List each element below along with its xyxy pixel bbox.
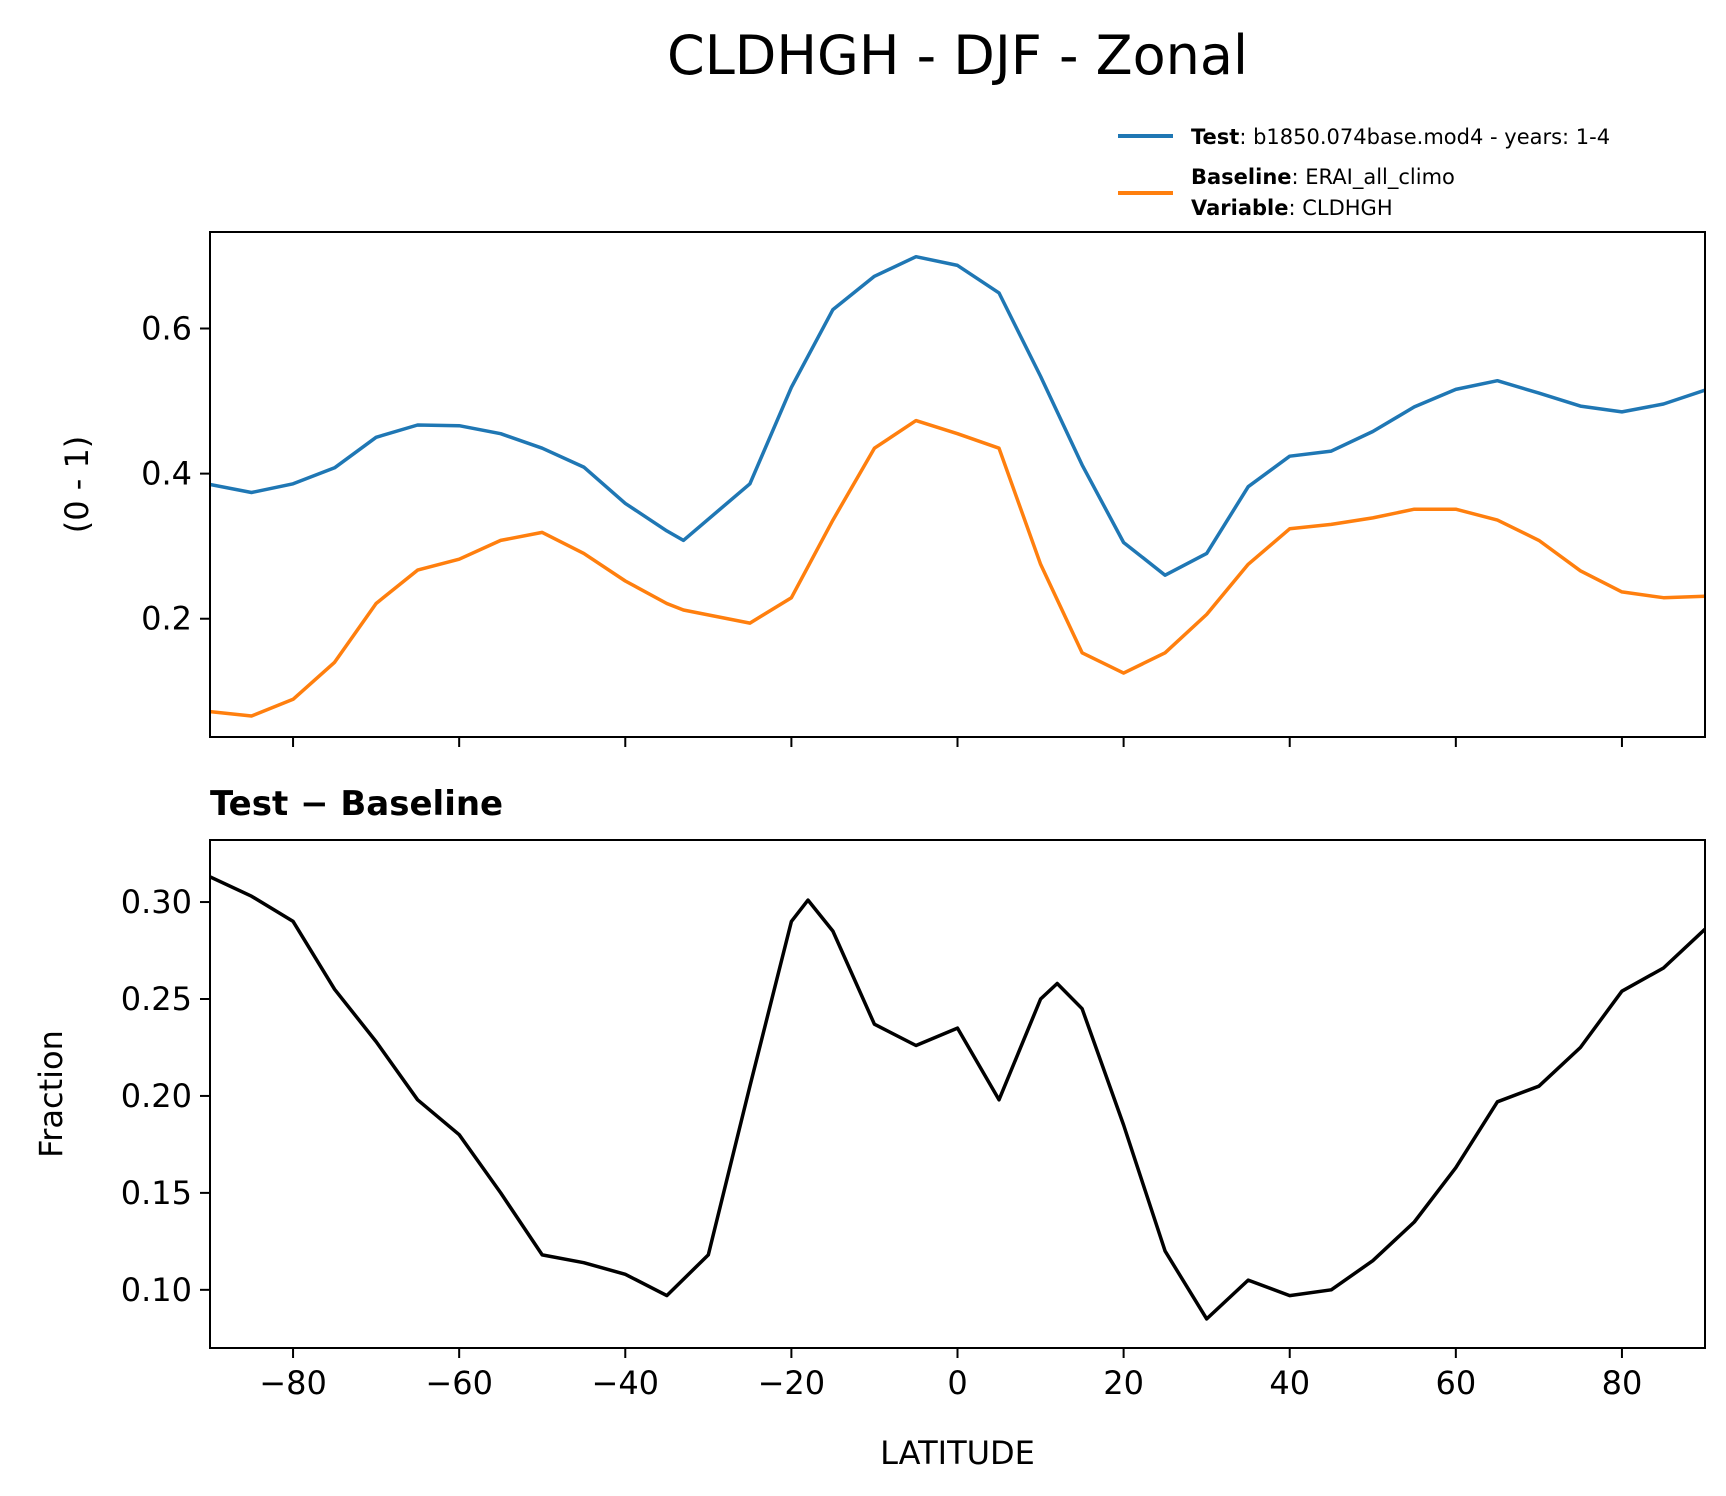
y-tick-label: 0.2	[141, 600, 192, 638]
axes-frame	[209, 839, 1706, 1349]
y-tick-label: 0.15	[121, 1174, 192, 1212]
y-tick-label: 0.20	[121, 1077, 192, 1115]
legend-note: Variable: CLDHGH	[1191, 196, 1393, 220]
legend-entry: Test: b1850.074base.mod4 - years: 1-4	[1191, 125, 1610, 149]
series-line	[210, 254, 1705, 577]
x-tick-label: −60	[425, 1364, 493, 1402]
y-axis-label: (0 - 1)	[58, 436, 96, 534]
x-tick-label: 0	[947, 1364, 967, 1402]
x-tick-label: 20	[1103, 1364, 1144, 1402]
y-tick-label: 0.25	[121, 980, 192, 1018]
axes-frame	[209, 231, 1706, 738]
chart-title: CLDHGH - DJF - Zonal	[667, 24, 1248, 87]
y-tick-label: 0.4	[141, 455, 192, 493]
y-axis-label: Fraction	[32, 1030, 70, 1158]
legend-entry: Baseline: ERAI_all_climo	[1191, 165, 1455, 190]
y-tick-label: 0.6	[141, 310, 192, 348]
legend-name: Test	[1191, 125, 1239, 149]
x-tick-label: −80	[259, 1364, 327, 1402]
x-tick-label: 80	[1602, 1364, 1643, 1402]
legend-note-label: : CLDHGH	[1288, 196, 1392, 220]
y-tick-label: 0.30	[121, 883, 192, 921]
x-tick-label: 40	[1269, 1364, 1310, 1402]
series-line	[210, 418, 1705, 718]
y-tick-label: 0.10	[121, 1271, 192, 1309]
legend-label: : b1850.074base.mod4 - years: 1-4	[1239, 125, 1610, 149]
x-axis-label: LATITUDE	[880, 1434, 1035, 1472]
x-tick-label: 60	[1435, 1364, 1476, 1402]
x-tick-label: −40	[592, 1364, 660, 1402]
x-tick-label: −20	[758, 1364, 826, 1402]
subplot-title: Test − Baseline	[210, 784, 503, 824]
legend-note-name: Variable	[1191, 196, 1288, 220]
legend-label: : ERAI_all_climo	[1292, 165, 1455, 190]
legend-name: Baseline	[1191, 165, 1292, 189]
series-line	[210, 875, 1705, 1321]
